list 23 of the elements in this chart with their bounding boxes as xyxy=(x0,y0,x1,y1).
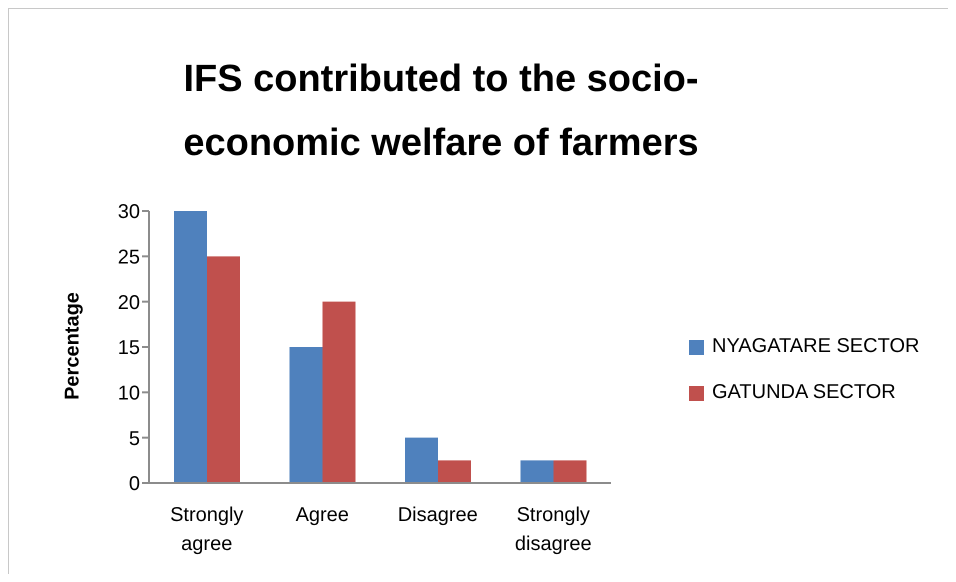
y-tick-label: 10 xyxy=(118,382,140,404)
y-axis-title: Percentage xyxy=(62,292,84,400)
x-tick-label: Strongly disagree xyxy=(514,504,592,555)
bar xyxy=(438,460,471,483)
bar xyxy=(405,438,438,483)
bar xyxy=(520,460,554,483)
y-tick-label: 15 xyxy=(118,337,140,360)
chart-title: IFS contributed to the socio-economic welfare of farmers xyxy=(182,57,700,166)
x-tick-label: Agree xyxy=(296,504,349,526)
bar xyxy=(554,460,586,483)
y-tick-label: 30 xyxy=(118,201,140,224)
x-tick-label: Disagree xyxy=(398,504,478,526)
y-tick-label: 20 xyxy=(118,292,140,314)
x-tick-label: Strongly agree xyxy=(170,504,244,555)
y-tick-label: 25 xyxy=(118,246,140,268)
y-tick-label: 5 xyxy=(128,428,140,450)
bar xyxy=(322,302,356,483)
y-tick-label: 0 xyxy=(128,473,140,496)
legend-label: GATUNDA SECTOR xyxy=(712,381,896,403)
bar xyxy=(174,211,207,483)
legend-label: NYAGATARE SECTOR xyxy=(712,335,920,357)
bar xyxy=(290,347,322,483)
bar xyxy=(207,256,240,483)
